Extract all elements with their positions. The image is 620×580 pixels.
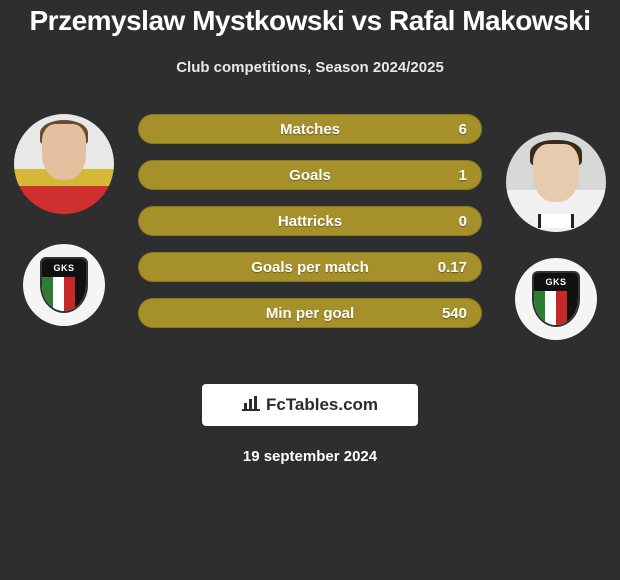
page-title: Przemyslaw Mystkowski vs Rafal Makowski <box>0 5 620 37</box>
player1-club-badge: GKS <box>23 244 105 326</box>
subtitle: Club competitions, Season 2024/2025 <box>0 59 620 76</box>
main-row: GKS Matches 6 Goals 1 Hattricks 0 <box>0 114 620 344</box>
stat-label: Matches <box>139 121 481 138</box>
stat-row: Min per goal 540 <box>138 298 482 328</box>
chart-icon <box>242 395 260 416</box>
gks-shield-icon: GKS <box>40 257 88 313</box>
badge-text: GKS <box>534 273 578 291</box>
comparison-card: Przemyslaw Mystkowski vs Rafal Makowski … <box>0 0 620 465</box>
stat-row: Hattricks 0 <box>138 206 482 236</box>
stat-label: Goals <box>139 167 481 184</box>
right-column: GKS <box>500 132 620 340</box>
player1-photo <box>14 114 114 214</box>
stat-value: 1 <box>459 167 467 184</box>
stat-value: 540 <box>442 305 467 322</box>
stat-label: Hattricks <box>139 213 481 230</box>
date-text: 19 september 2024 <box>243 448 377 465</box>
stats-column: Matches 6 Goals 1 Hattricks 0 Goals per … <box>120 114 500 344</box>
footer: FcTables.com 19 september 2024 <box>0 384 620 465</box>
stat-row: Matches 6 <box>138 114 482 144</box>
stat-row: Goals 1 <box>138 160 482 190</box>
badge-text: GKS <box>42 259 86 277</box>
gks-shield-icon: GKS <box>532 271 580 327</box>
stat-label: Min per goal <box>139 305 481 322</box>
stat-value: 0 <box>459 213 467 230</box>
stat-row: Goals per match 0.17 <box>138 252 482 282</box>
source-logo: FcTables.com <box>202 384 418 426</box>
player2-photo <box>506 132 606 232</box>
left-column: GKS <box>0 114 120 326</box>
stat-value: 0.17 <box>438 259 467 276</box>
logo-text: FcTables.com <box>266 395 378 415</box>
stat-label: Goals per match <box>139 259 481 276</box>
stat-value: 6 <box>459 121 467 138</box>
player2-club-badge: GKS <box>515 258 597 340</box>
